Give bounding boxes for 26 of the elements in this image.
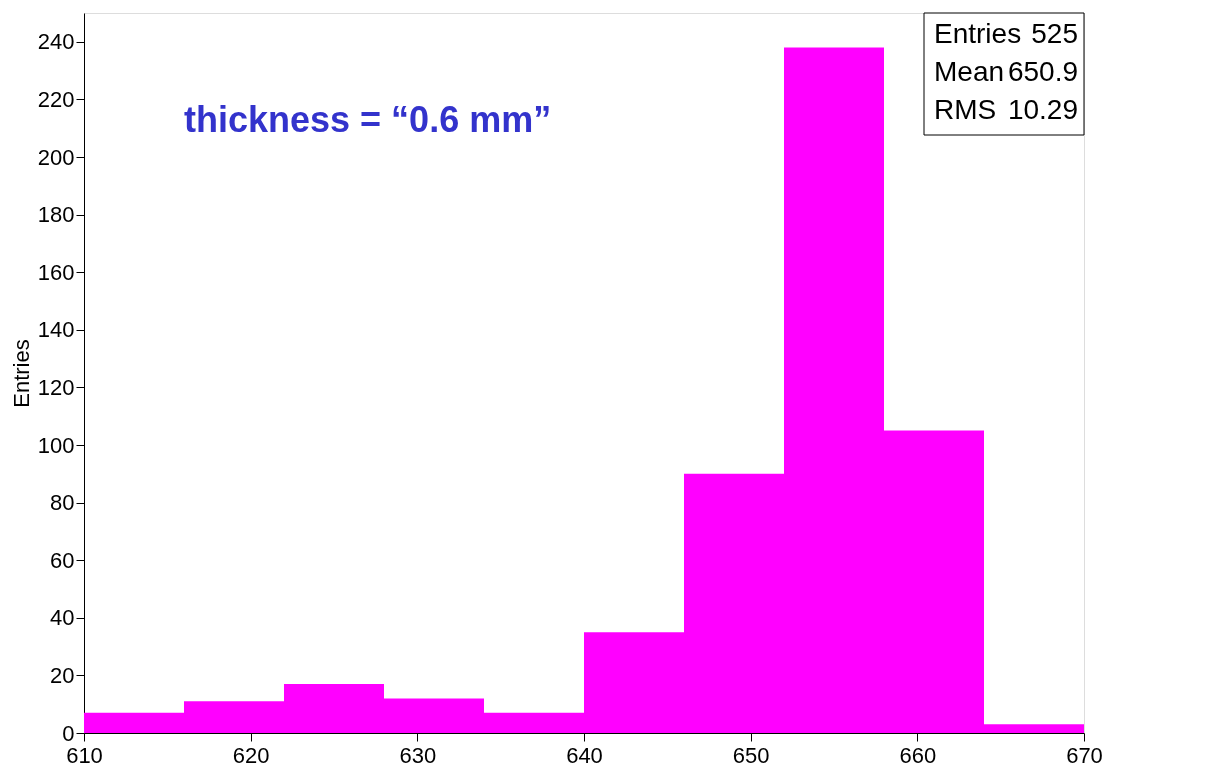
y-tick-label: 180 — [37, 202, 75, 228]
x-tick-label: 620 — [232, 742, 270, 768]
y-axis-title: Entries — [8, 339, 34, 408]
annotation: Mean — [934, 56, 1005, 87]
x-tick-label: 650 — [732, 742, 770, 768]
annotation: 650.9 — [1007, 56, 1078, 87]
annotation: 525 — [1031, 18, 1078, 49]
y-tick-label: 100 — [37, 432, 75, 458]
y-tick-label: 40 — [50, 605, 75, 631]
annotation: Entries — [934, 18, 1022, 49]
annotation: 10.29 — [1007, 94, 1078, 125]
y-tick-label: 160 — [37, 259, 75, 285]
x-tick-label: 660 — [899, 742, 937, 768]
y-tick-label: 60 — [50, 547, 75, 573]
annotation: RMS — [934, 94, 997, 125]
y-tick-label: 200 — [37, 144, 75, 170]
x-tick-label: 640 — [566, 742, 603, 768]
y-tick-label: 120 — [37, 374, 75, 400]
annotation: thickness = “0.6 mm” — [184, 99, 552, 140]
y-tick-label: 140 — [37, 317, 75, 343]
x-tick-label: 670 — [1066, 742, 1103, 768]
y-tick-label: 80 — [50, 490, 75, 516]
x-tick-label: 630 — [399, 742, 437, 768]
y-tick-label: 220 — [37, 86, 75, 112]
y-tick-label: 20 — [50, 662, 75, 688]
y-tick-label: 240 — [37, 29, 75, 55]
